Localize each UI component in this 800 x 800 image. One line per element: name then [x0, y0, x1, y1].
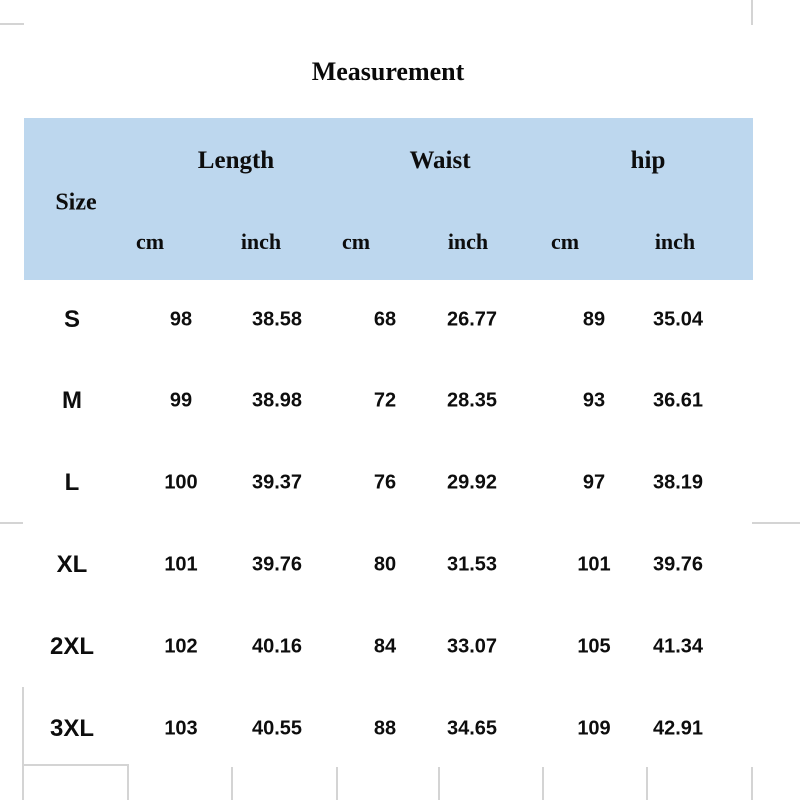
table-cell: 38.19 — [652, 471, 704, 494]
size-label: M — [62, 387, 82, 414]
table-cell: 102 — [164, 635, 198, 658]
table-cell: 80 — [373, 553, 397, 576]
table-cell: 41.34 — [652, 635, 704, 658]
table-cell: 103 — [164, 717, 198, 740]
column-header-length: Length — [197, 147, 275, 174]
size-label: S — [63, 306, 81, 333]
table-cell: 93 — [582, 389, 606, 412]
table-cell: 39.37 — [251, 471, 303, 494]
table-cell: 99 — [169, 389, 193, 412]
table-cell: 34.65 — [446, 717, 498, 740]
column-header-waist: Waist — [409, 147, 471, 174]
size-label: 3XL — [49, 715, 95, 742]
unit-header-cm: cm — [550, 229, 580, 254]
table-cell: 109 — [577, 717, 611, 740]
grid-remnant-line — [752, 522, 800, 524]
size-label: L — [64, 469, 80, 496]
table-header-background — [24, 118, 753, 280]
table-cell: 35.04 — [652, 308, 704, 331]
grid-remnant-line — [646, 767, 648, 800]
table-cell: 40.16 — [251, 635, 303, 658]
table-cell: 101 — [164, 553, 198, 576]
table-cell: 98 — [169, 308, 193, 331]
unit-header-inch: inch — [447, 229, 489, 254]
table-cell: 29.92 — [446, 471, 498, 494]
table-cell: 68 — [373, 308, 397, 331]
grid-remnant-line — [336, 767, 338, 800]
table-cell: 28.35 — [446, 389, 498, 412]
grid-remnant-line — [438, 767, 440, 800]
table-cell: 38.58 — [251, 308, 303, 331]
table-cell: 40.55 — [251, 717, 303, 740]
grid-remnant-line — [542, 767, 544, 800]
table-cell: 101 — [577, 553, 611, 576]
table-cell: 42.91 — [652, 717, 704, 740]
unit-header-inch: inch — [240, 229, 282, 254]
table-cell: 97 — [582, 471, 606, 494]
size-label: XL — [56, 551, 88, 578]
table-cell: 26.77 — [446, 308, 498, 331]
grid-remnant-line — [127, 764, 129, 800]
page-title: Measurement — [311, 57, 465, 86]
size-label: 2XL — [49, 633, 95, 660]
table-cell: 38.98 — [251, 389, 303, 412]
table-cell: 31.53 — [446, 553, 498, 576]
table-cell: 39.76 — [251, 553, 303, 576]
grid-remnant-line — [0, 522, 23, 524]
column-header-size: Size — [55, 189, 97, 216]
table-cell: 89 — [582, 308, 606, 331]
table-cell: 36.61 — [652, 389, 704, 412]
grid-remnant-line — [22, 764, 129, 766]
unit-header-cm: cm — [135, 229, 165, 254]
table-cell: 76 — [373, 471, 397, 494]
table-cell: 88 — [373, 717, 397, 740]
grid-remnant-line — [0, 23, 24, 25]
table-cell: 39.76 — [652, 553, 704, 576]
table-cell: 105 — [577, 635, 611, 658]
grid-remnant-line — [231, 767, 233, 800]
unit-header-inch: inch — [654, 229, 696, 254]
grid-remnant-line — [751, 767, 753, 800]
column-header-hip: hip — [630, 147, 666, 174]
grid-remnant-line — [22, 687, 24, 800]
table-cell: 33.07 — [446, 635, 498, 658]
grid-remnant-line — [751, 0, 753, 25]
table-cell: 100 — [164, 471, 198, 494]
table-cell: 72 — [373, 389, 397, 412]
table-cell: 84 — [373, 635, 397, 658]
unit-header-cm: cm — [341, 229, 371, 254]
